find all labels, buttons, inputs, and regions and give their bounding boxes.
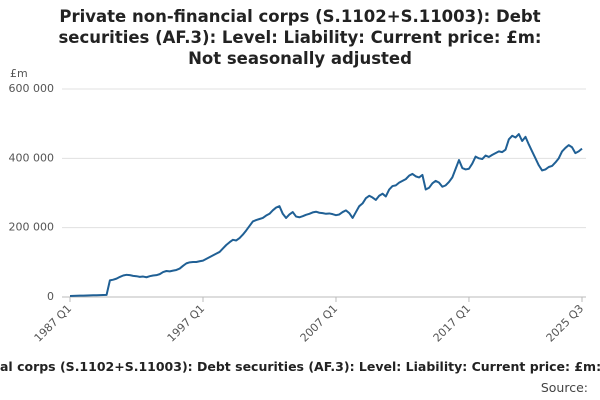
y-tick-label: 200 000 [9,221,55,234]
x-tick-label: 1997 Q1 [165,302,208,345]
x-tick-label: 2017 Q1 [431,302,474,345]
y-tick-label: 0 [47,290,54,303]
data-line [69,133,583,297]
y-tick-label: 600 000 [9,82,55,95]
y-tick-label: 400 000 [9,151,55,164]
chart-title: Private non-financial corps (S.1102+S.11… [58,7,542,68]
x-tick-label: 1987 Q1 [32,302,75,345]
x-tick-label: 2007 Q1 [298,302,341,345]
x-tick-label: 2025 Q3 [544,302,587,345]
source: Source: [540,380,588,395]
footer-title: al corps (S.1102+S.11003): Debt securiti… [0,359,600,374]
y-axis-label: £m [10,67,28,80]
